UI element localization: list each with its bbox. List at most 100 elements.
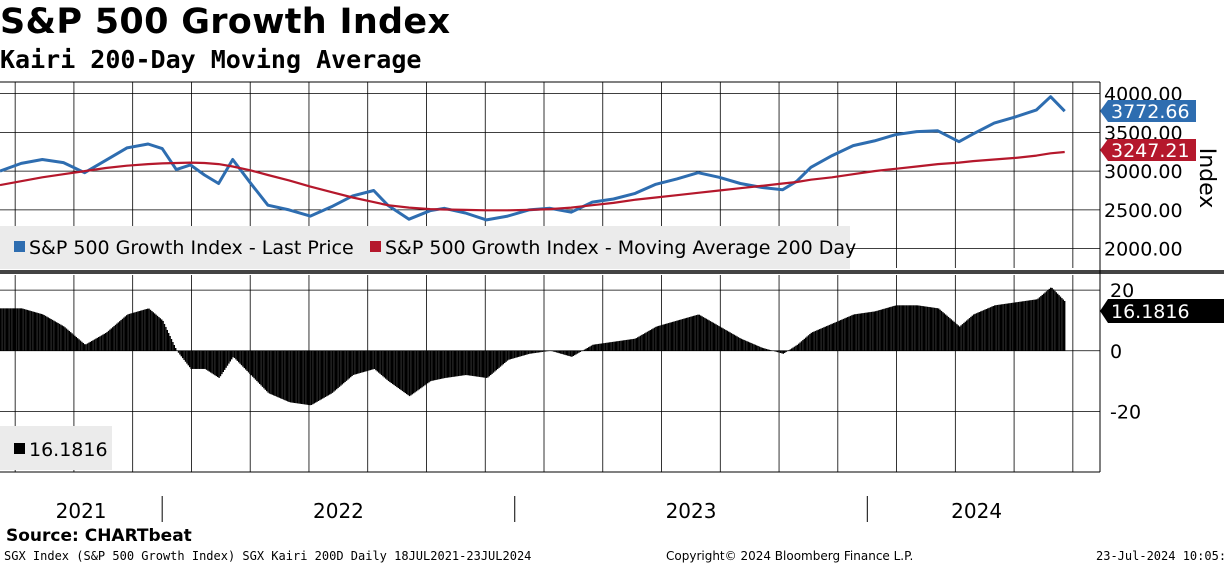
kairi-bar [85,344,87,351]
kairi-bar [931,307,933,351]
kairi-bar [469,350,471,376]
kairi-bar [971,315,973,351]
kairi-bar [952,320,954,351]
kairi-bar [18,308,20,351]
kairi-bar [193,350,195,369]
kairi-bar [673,321,675,351]
kairi-bar [366,350,369,371]
kairi-bar [432,350,434,381]
kairi-bar [900,305,902,351]
kairi-bar [149,309,152,351]
legend-label: S&P 500 Growth Index - Moving Average 20… [385,237,856,259]
kairi-bar [1005,303,1007,351]
kairi-bar [481,350,483,378]
legend-label: 16.1816 [29,439,108,461]
kairi-bar [928,306,930,351]
kairi-bar [754,344,756,351]
kairi-bar [595,344,597,351]
kairi-bar [77,338,79,351]
kairi-bar [133,312,135,351]
kairi-bar [862,313,864,351]
kairi-bar [355,350,357,375]
kairi-bar [49,318,51,351]
kairi-bar [449,350,451,378]
kairi-bar [1048,288,1050,351]
kairi-bar [266,350,268,392]
kairi-bar [624,340,626,351]
kairi-bar [95,338,97,351]
kairi-bar [889,307,891,351]
kairi-bar [1033,299,1035,351]
kairi-bar [869,312,871,351]
kairi-bar [663,324,665,351]
kairi-bar [456,350,458,377]
kairi-bar [590,345,593,351]
kairi-bar [256,350,258,382]
kairi-bar [921,305,923,351]
kairi-bar [630,339,632,351]
kairi-bar [352,350,355,375]
kairi-bar [1017,301,1020,351]
kairi-bar [795,345,797,351]
kairi-bar [884,308,887,351]
kairi-bar [245,350,247,370]
kairi-bar [14,308,16,351]
kairi-bar [217,350,219,378]
kairi-bar [116,323,118,351]
kairi-bar [140,310,142,351]
kairi-bar [365,350,367,372]
kairi-bar [981,310,983,351]
kairi-bar [901,305,903,351]
kairi-bar [744,340,747,351]
kairi-bar [1044,292,1046,351]
kairi-bar [480,350,482,378]
kairi-bar [463,350,465,376]
kairi-bar [404,350,406,394]
kairi-bar [53,320,55,351]
kairi-bar [592,344,594,351]
kairi-bar [389,350,391,383]
kairi-bar [560,350,562,354]
x-tick-label: 2023 [666,499,717,523]
kairi-bar [29,310,31,351]
kairi-bar [677,320,679,351]
kairi-bar [277,350,279,398]
kairi-bar [719,326,721,351]
kairi-bar [903,305,905,351]
kairi-bar [114,324,117,351]
kairi-bar [420,350,422,389]
kairi-bar [401,350,404,392]
kairi-bar [2,308,5,351]
kairi-bar [239,350,241,364]
kairi-bar [988,307,990,351]
kairi-bar [737,337,740,351]
kairi-bar [1010,302,1013,351]
kairi-bar [596,344,598,351]
kairi-bar [585,348,587,351]
kairi-bar [957,325,959,351]
kairi-bar [275,350,278,397]
kairi-bar [504,350,506,364]
kairi-bar [995,305,997,351]
kairi-bar [641,334,643,351]
kairi-bar [326,350,328,397]
kairi-bar [568,350,570,357]
kairi-bar [476,350,478,377]
kairi-bar [247,350,250,373]
kairi-bar [513,350,516,359]
kairi-bar [186,350,188,364]
kairi-bar [561,350,563,355]
kairi-bar [64,327,66,351]
kairi-bar [880,309,882,351]
kairi-bar [268,350,271,394]
kairi-bar [945,314,947,351]
legend-swatch [370,241,381,252]
kairi-bar [817,329,819,351]
kairi-bar [287,350,289,402]
kairi-bar [515,350,517,358]
kairi-bar [1013,302,1015,351]
kairi-bar [224,350,226,370]
kairi-bar [784,350,786,353]
kairi-bar [898,305,901,351]
kairi-bar [642,334,644,351]
